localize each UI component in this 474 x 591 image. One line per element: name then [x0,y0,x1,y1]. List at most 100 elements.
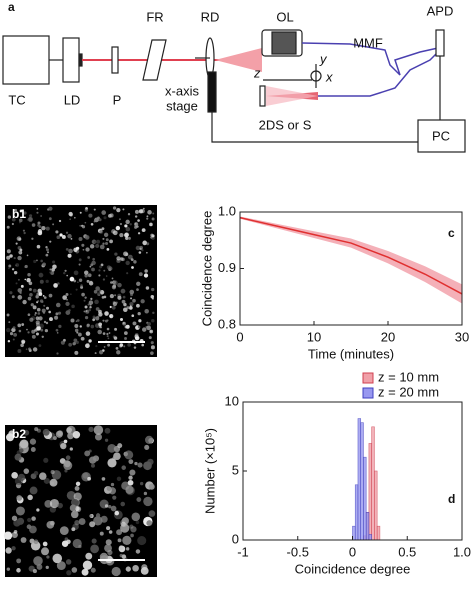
panel-label: b1 [12,207,26,221]
speckle [152,297,154,300]
speckle [106,247,110,251]
speckle [86,279,90,283]
speckle [39,299,44,303]
speckle [98,322,103,327]
speckle [150,233,154,237]
speckle [102,319,105,322]
speckle [101,210,107,215]
speckle [122,295,126,299]
speckle [64,269,67,272]
speckle [52,553,63,564]
speckle [137,219,140,222]
speckle [148,483,155,490]
speckle [91,267,95,272]
speckle [12,338,15,341]
speckle [31,334,36,339]
speckle [19,448,24,453]
speckle [15,263,20,267]
speckle [130,526,137,533]
speckle [9,254,13,258]
speckle [131,314,135,318]
speckle [81,243,85,247]
speckle [100,515,108,523]
speckle [79,325,82,328]
speckle [14,208,18,212]
speckle [94,433,103,441]
speckle [120,288,126,294]
ld-box [62,37,80,83]
speckle [20,343,24,348]
speckle [114,252,118,256]
speckle [95,286,100,291]
speckle [89,305,92,309]
speckle [136,281,141,286]
speckle [23,231,26,235]
bar [374,470,378,541]
speckle [72,431,81,439]
speckle [71,527,76,532]
plot-frame [242,401,463,541]
speckle [18,218,23,223]
speckle [122,321,125,325]
speckle [72,538,82,549]
speckle [151,217,155,221]
speckle [96,239,101,244]
speckle [19,291,22,295]
speckle [109,313,114,319]
speckle [95,316,100,321]
speckle [131,512,141,522]
speckle [11,531,18,539]
speckle [36,259,38,262]
label: FR [146,9,163,24]
speckle [133,346,137,349]
speckle [32,347,38,352]
speckle [57,311,62,315]
fiber [301,42,439,76]
speckle [32,288,37,293]
speckle [86,324,90,328]
speckle [115,301,118,304]
speckle [128,475,133,480]
speckle [70,510,79,519]
speckle [7,340,11,343]
speckle [11,217,16,222]
speckle [114,294,117,297]
speckle [142,240,148,246]
speckle [146,242,150,246]
speckle [89,303,92,306]
speckle [106,327,110,331]
speckle [81,225,86,229]
speckle [49,240,52,243]
speckle [78,237,83,241]
speckle [60,340,65,345]
speckle [37,312,41,315]
speckle [26,278,31,283]
speckle [90,324,95,329]
speckle [28,347,31,351]
speckle [42,311,46,314]
bar [368,534,372,541]
speckle [109,305,112,309]
speckle [134,222,137,225]
x-tick-label: 10 [307,329,321,344]
speckle [63,439,68,444]
speckle [26,218,29,221]
speckle [6,327,11,333]
speckle [101,227,105,231]
speckle [30,541,41,551]
speckle [89,280,93,284]
speckle [95,243,100,249]
speckle [29,317,34,322]
speckle [58,324,62,329]
panel-label: d [448,492,455,506]
speckle [74,324,79,328]
speckle [141,343,144,347]
speckle [88,300,94,305]
speckle [32,305,37,310]
speckle [98,218,102,222]
speckle [20,284,24,288]
speckle [34,313,37,316]
x-tick-label: 0 [236,329,243,344]
speckle [144,308,149,314]
speckle [94,352,97,355]
